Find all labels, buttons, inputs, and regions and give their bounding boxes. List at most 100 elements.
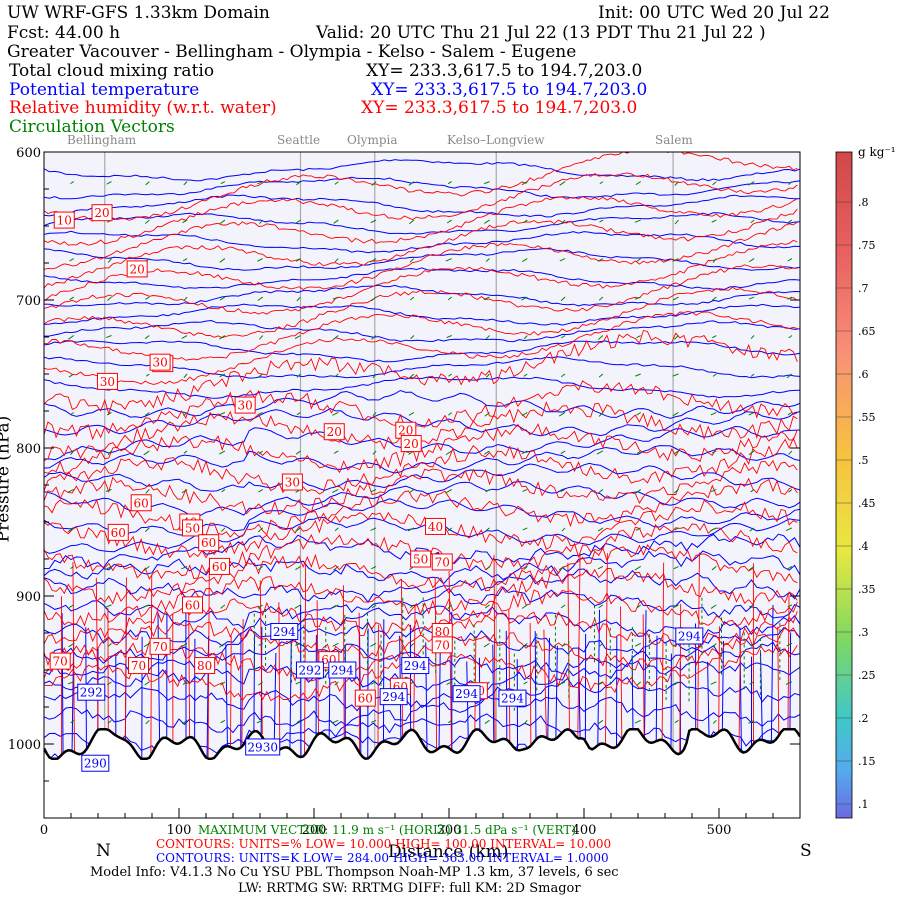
wind-vector [636, 450, 642, 454]
wind-vector [105, 335, 112, 339]
wind-vector [70, 450, 75, 456]
wind-vector [598, 296, 604, 301]
wind-vector [598, 373, 604, 378]
rh-contour [738, 637, 741, 752]
wind-vector [257, 604, 263, 609]
wind-vector [410, 335, 415, 340]
rh-label: 60 [185, 598, 200, 612]
rh-label-box [234, 396, 256, 414]
wind-vector [558, 412, 566, 417]
x-axis-title: Distance (km) [388, 842, 509, 862]
wind-vector [785, 681, 793, 685]
wind-vector [257, 258, 263, 262]
theta-contour [438, 638, 441, 748]
wind-vector [597, 527, 604, 532]
rh-contour [642, 614, 645, 737]
wind-vector [750, 335, 755, 340]
colorbar-tick-label: .4 [858, 540, 869, 553]
wind-vector [485, 527, 490, 532]
wind-vector [372, 450, 377, 455]
rh-contour [44, 221, 798, 302]
colorbar-tick-label: .2 [858, 712, 869, 725]
wind-vector [447, 604, 453, 609]
rh-contour [95, 577, 99, 732]
colorbar-tick-label: .7 [858, 282, 869, 295]
rh-contour [44, 329, 798, 416]
wind-vector [70, 565, 74, 569]
wind-vector [182, 258, 188, 262]
wind-vector [521, 412, 528, 417]
wind-vector [483, 296, 490, 300]
wind-vector [787, 412, 793, 416]
rh-label-box [53, 211, 75, 229]
wind-vector [408, 412, 415, 416]
colorbar-tick-label: .3 [858, 626, 869, 639]
wind-vector [257, 412, 263, 416]
field-theta-xy: XY= 233.3,617.5 to 194.7,203.0 [371, 80, 648, 100]
wind-vector [598, 489, 604, 494]
wind-vector [333, 450, 339, 454]
wind-vector [143, 450, 150, 456]
wind-vector [484, 181, 490, 185]
rh-contour [448, 570, 452, 749]
wind-vector [183, 296, 188, 301]
wind-vector [485, 489, 490, 493]
rh-contour [787, 595, 790, 730]
wind-vector [145, 296, 150, 300]
rh-contour [44, 380, 798, 441]
wind-vector [750, 219, 755, 224]
wind-vector [599, 181, 604, 185]
wind-vector [259, 335, 264, 340]
wind-vector [333, 335, 339, 340]
theta-label: 292 [80, 686, 103, 700]
wind-vector [296, 412, 301, 416]
wind-vector [105, 488, 112, 492]
wind-vector [635, 373, 641, 377]
y-tick-label: 700 [16, 294, 41, 309]
wind-vector [750, 373, 755, 378]
wind-vector [559, 258, 566, 262]
wind-vector [560, 219, 566, 225]
wind-vector [598, 412, 604, 417]
y-tick-label: 1000 [8, 738, 41, 753]
theta-label: 290 [84, 757, 107, 771]
wind-vector [710, 488, 717, 493]
rh-label: 60 [111, 526, 126, 540]
wind-vector [523, 681, 528, 685]
wind-vector [673, 335, 679, 340]
wind-vector [410, 296, 415, 301]
wind-vector [334, 258, 339, 263]
rh-contour [605, 553, 608, 746]
rh-label: 30 [100, 375, 115, 389]
wind-vector [634, 565, 641, 571]
wind-vector [712, 258, 717, 263]
wind-vector [67, 488, 74, 493]
rh-label: 30 [285, 476, 300, 490]
wind-vector [674, 681, 679, 686]
wind-vector [183, 181, 188, 186]
theta-label-box [270, 623, 299, 641]
wind-vector [67, 527, 74, 533]
y-tick-label: 900 [16, 590, 41, 605]
wind-vector [257, 181, 263, 185]
wind-vector [786, 565, 793, 570]
rh-contour [44, 459, 798, 515]
wind-vector [219, 296, 226, 301]
theta-label: 294 [331, 664, 354, 678]
wind-vector [673, 489, 679, 494]
wind-vector [636, 681, 642, 686]
wind-vector [371, 296, 377, 302]
x-tick-label: 0 [40, 823, 48, 838]
rh-contour [44, 589, 798, 645]
rh-label-box [431, 636, 453, 654]
wind-vector [408, 181, 415, 186]
rh-contour [529, 622, 532, 747]
wind-vector [673, 565, 679, 570]
theta-contour [631, 655, 634, 730]
wind-vector [636, 604, 642, 609]
wind-vector [447, 527, 453, 532]
theta-label-box [295, 661, 324, 679]
rh-label-box [281, 473, 303, 491]
rh-contour [620, 606, 623, 743]
x-tick-label: 100 [167, 823, 192, 838]
